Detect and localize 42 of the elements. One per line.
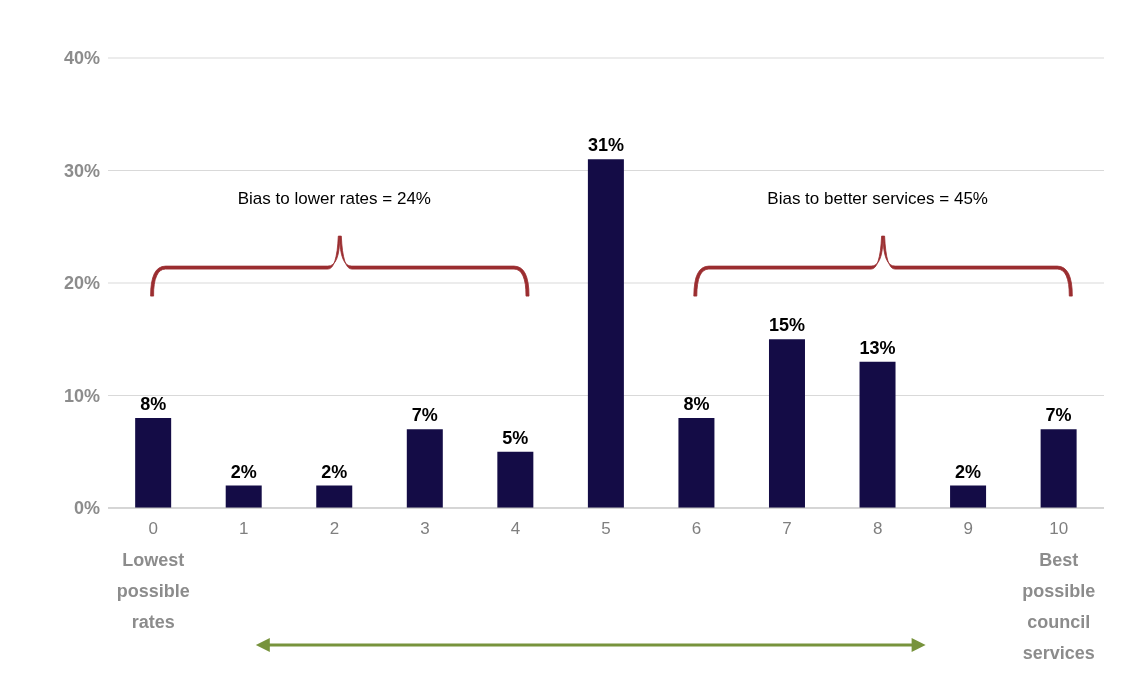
bar [587, 159, 624, 508]
bar [768, 339, 805, 508]
data-label: 15% [768, 315, 805, 336]
data-label: 8% [683, 394, 710, 414]
bar [225, 485, 262, 508]
x-tick-label: 6 [691, 519, 702, 538]
x-tick-label: 4 [510, 519, 521, 538]
bar [678, 418, 715, 508]
data-label: 31% [587, 135, 624, 156]
text: Lowest possible rates [116, 550, 190, 632]
bar [135, 418, 172, 508]
x-tick-label: 8 [872, 519, 883, 538]
data-label: 2% [955, 461, 982, 482]
annotation: Bias to better services = 45% [767, 189, 988, 209]
y-tick-label: 0% [73, 498, 100, 519]
data-label: 13% [859, 337, 896, 358]
bar [950, 485, 987, 508]
x-tick-label: 3 [420, 519, 430, 538]
x-tick-label: 1 [239, 519, 249, 538]
bar [316, 485, 353, 508]
y-tick-label: 40% [63, 48, 100, 69]
data-label: 2% [321, 461, 348, 482]
x-tick-label: 7 [782, 519, 792, 538]
y-tick-label: 20% [63, 273, 100, 294]
x-tick-label: 5 [601, 519, 611, 538]
x-tick-label: 0 [148, 519, 159, 538]
y-tick-label: 30% [63, 160, 100, 181]
bar [497, 451, 534, 508]
x-tick-label: 2 [329, 519, 340, 538]
y-tick-label: 10% [63, 385, 100, 406]
bar [1040, 429, 1077, 508]
bar [859, 361, 896, 508]
bar [406, 429, 443, 508]
data-label: 2% [230, 461, 257, 482]
annotation: Bias to lower rates = 24% [237, 189, 431, 209]
data-label: 8% [140, 394, 167, 414]
text: Best possible council services [1022, 550, 1096, 663]
data-label: 7% [411, 405, 438, 426]
data-label: 5% [502, 427, 529, 448]
x-tick-label: 9 [963, 519, 973, 538]
data-label: 7% [1045, 405, 1072, 426]
x-tick-label: 10 [1049, 519, 1069, 538]
